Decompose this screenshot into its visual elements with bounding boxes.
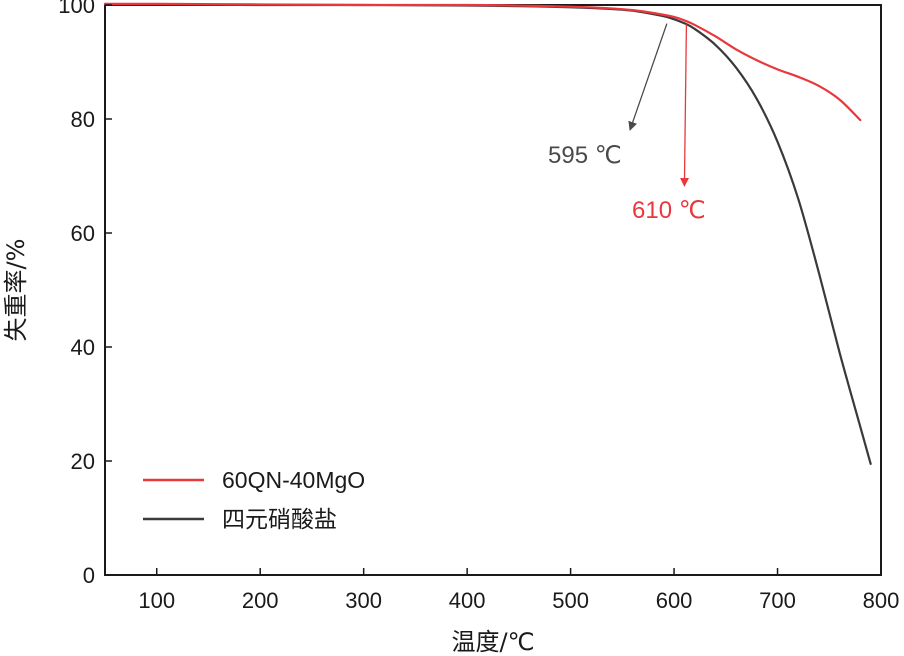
- series-layer: [103, 2, 872, 465]
- x-tick-label: 300: [345, 588, 382, 613]
- y-tick-label: 100: [58, 0, 95, 18]
- annotation-arrow-595: [628, 23, 668, 131]
- legend-label: 60QN-40MgO: [222, 467, 365, 493]
- x-tick-label: 600: [656, 588, 693, 613]
- series-line-1: [103, 3, 872, 465]
- x-tick-label: 400: [449, 588, 486, 613]
- y-axis-title: 失重率/%: [2, 239, 30, 342]
- x-tick-label: 700: [759, 588, 796, 613]
- annotation-label-595: 595 ℃: [548, 142, 622, 169]
- series-line-0: [103, 2, 862, 122]
- legend: 60QN-40MgO 四元硝酸盐: [143, 467, 365, 532]
- legend-label: 四元硝酸盐: [222, 506, 337, 532]
- plot-area: 595 ℃ 610 ℃: [103, 2, 882, 576]
- y-tick-label: 0: [83, 563, 95, 588]
- y-tick-label: 60: [71, 221, 95, 246]
- x-tick-label: 200: [242, 588, 279, 613]
- y-tick-label: 80: [71, 107, 95, 132]
- y-tick-label: 40: [71, 335, 95, 360]
- y-axis: 0 20 40 60 80 100: [58, 0, 112, 588]
- x-tick-label: 500: [552, 588, 589, 613]
- annotation-arrow-610: [679, 24, 690, 187]
- x-axis: 100 200 300 400 500 600 700 800: [138, 568, 899, 613]
- x-tick-label: 800: [863, 588, 900, 613]
- x-tick-label: 100: [138, 588, 175, 613]
- y-tick-label: 20: [71, 449, 95, 474]
- annotation-layer: 595 ℃ 610 ℃: [548, 23, 706, 224]
- annotation-label-610: 610 ℃: [632, 197, 706, 224]
- x-axis-title: 温度/℃: [451, 628, 534, 656]
